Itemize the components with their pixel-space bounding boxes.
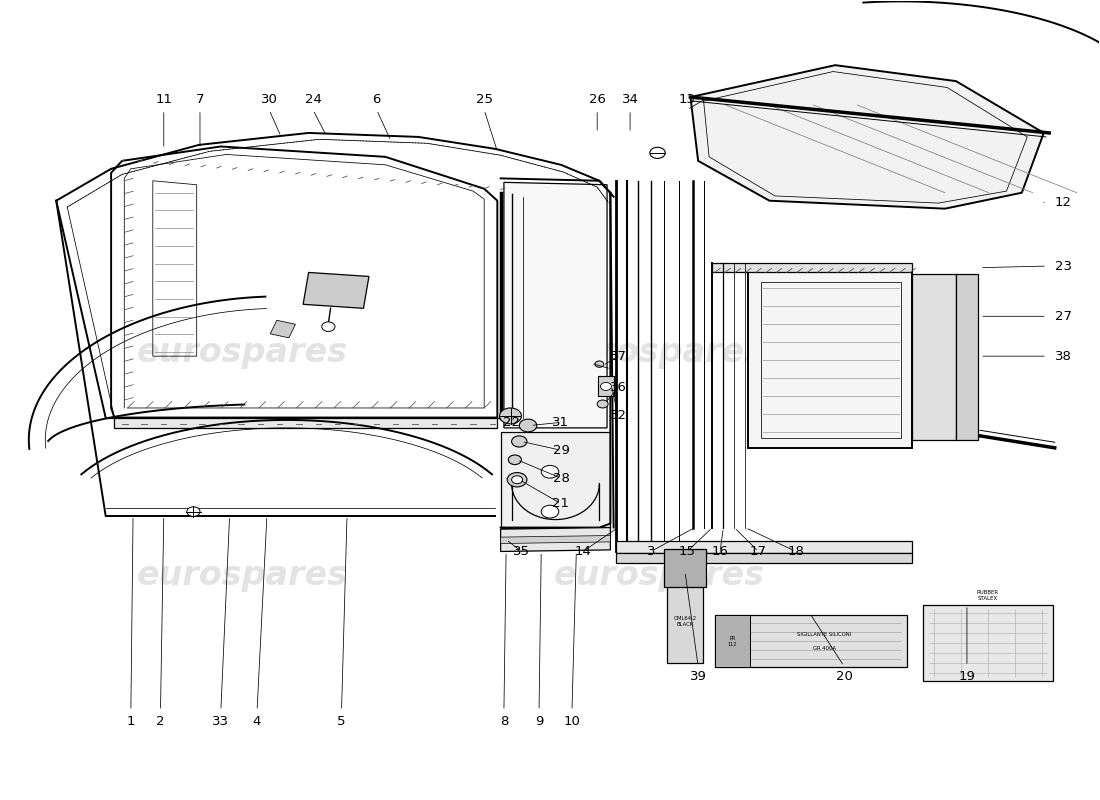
Text: 6: 6 <box>373 93 381 106</box>
Circle shape <box>499 408 521 424</box>
Text: 29: 29 <box>552 444 570 457</box>
Polygon shape <box>713 263 912 273</box>
Text: 17: 17 <box>750 545 767 558</box>
Text: eurospares: eurospares <box>138 336 349 369</box>
Circle shape <box>597 400 608 408</box>
Text: RUBBER
STALEX: RUBBER STALEX <box>977 590 999 601</box>
Text: eurospares: eurospares <box>138 559 349 592</box>
Polygon shape <box>114 418 497 428</box>
Polygon shape <box>923 605 1053 681</box>
Text: 21: 21 <box>552 497 570 510</box>
Polygon shape <box>500 527 610 551</box>
Text: 5: 5 <box>338 714 345 728</box>
Text: 28: 28 <box>552 472 570 485</box>
Text: 2: 2 <box>156 714 165 728</box>
Text: 20: 20 <box>836 670 852 683</box>
Polygon shape <box>748 273 912 448</box>
Text: 35: 35 <box>513 545 530 558</box>
Text: PR
112: PR 112 <box>727 636 737 646</box>
Polygon shape <box>668 571 703 663</box>
Text: 16: 16 <box>712 545 728 558</box>
Polygon shape <box>956 274 978 440</box>
Circle shape <box>650 147 666 158</box>
Polygon shape <box>304 273 368 308</box>
Circle shape <box>595 361 604 367</box>
Text: 33: 33 <box>212 714 229 728</box>
Circle shape <box>601 382 612 390</box>
Text: eurospares: eurospares <box>554 559 766 592</box>
Circle shape <box>507 473 527 487</box>
Text: 27: 27 <box>1055 310 1072 322</box>
Text: 24: 24 <box>305 93 321 106</box>
Text: GR 400A: GR 400A <box>813 646 836 651</box>
Text: 39: 39 <box>690 670 706 683</box>
Text: 34: 34 <box>621 93 638 106</box>
Text: 13: 13 <box>679 93 695 106</box>
Text: 1: 1 <box>126 714 135 728</box>
Circle shape <box>541 466 559 478</box>
Polygon shape <box>500 432 610 527</box>
Text: 38: 38 <box>1055 350 1071 362</box>
Polygon shape <box>504 182 607 428</box>
Text: SIGILLANTE SILICONI: SIGILLANTE SILICONI <box>798 633 851 638</box>
Text: 25: 25 <box>475 93 493 106</box>
Text: 4: 4 <box>253 714 261 728</box>
Text: 31: 31 <box>552 416 570 429</box>
Polygon shape <box>691 65 1044 209</box>
Polygon shape <box>271 320 296 338</box>
Polygon shape <box>912 274 956 440</box>
Text: 30: 30 <box>261 93 277 106</box>
Text: 7: 7 <box>196 93 205 106</box>
Text: 18: 18 <box>788 545 804 558</box>
Circle shape <box>187 507 200 516</box>
Polygon shape <box>715 615 750 667</box>
Polygon shape <box>500 535 610 543</box>
Text: 23: 23 <box>1055 259 1072 273</box>
Text: eurospares: eurospares <box>554 336 766 369</box>
Circle shape <box>512 476 522 484</box>
Polygon shape <box>616 541 912 553</box>
Text: 3: 3 <box>647 545 656 558</box>
Polygon shape <box>598 376 614 396</box>
Polygon shape <box>664 549 706 587</box>
Text: 22: 22 <box>503 416 520 429</box>
Text: 8: 8 <box>499 714 508 728</box>
Text: 36: 36 <box>609 381 627 394</box>
Circle shape <box>322 322 334 331</box>
Text: 14: 14 <box>574 545 592 558</box>
Text: 37: 37 <box>609 350 627 362</box>
Text: 15: 15 <box>679 545 695 558</box>
Text: 12: 12 <box>1055 196 1072 209</box>
Circle shape <box>541 506 559 518</box>
Text: 9: 9 <box>535 714 543 728</box>
Text: OML64.2
BLACK: OML64.2 BLACK <box>673 617 696 627</box>
Text: 10: 10 <box>563 714 581 728</box>
Circle shape <box>519 419 537 432</box>
Text: 11: 11 <box>155 93 173 106</box>
Circle shape <box>512 436 527 447</box>
Text: 26: 26 <box>588 93 606 106</box>
Circle shape <box>508 455 521 465</box>
Text: 19: 19 <box>958 670 976 683</box>
Polygon shape <box>616 553 912 563</box>
Text: 32: 32 <box>609 410 627 422</box>
Polygon shape <box>715 615 906 667</box>
